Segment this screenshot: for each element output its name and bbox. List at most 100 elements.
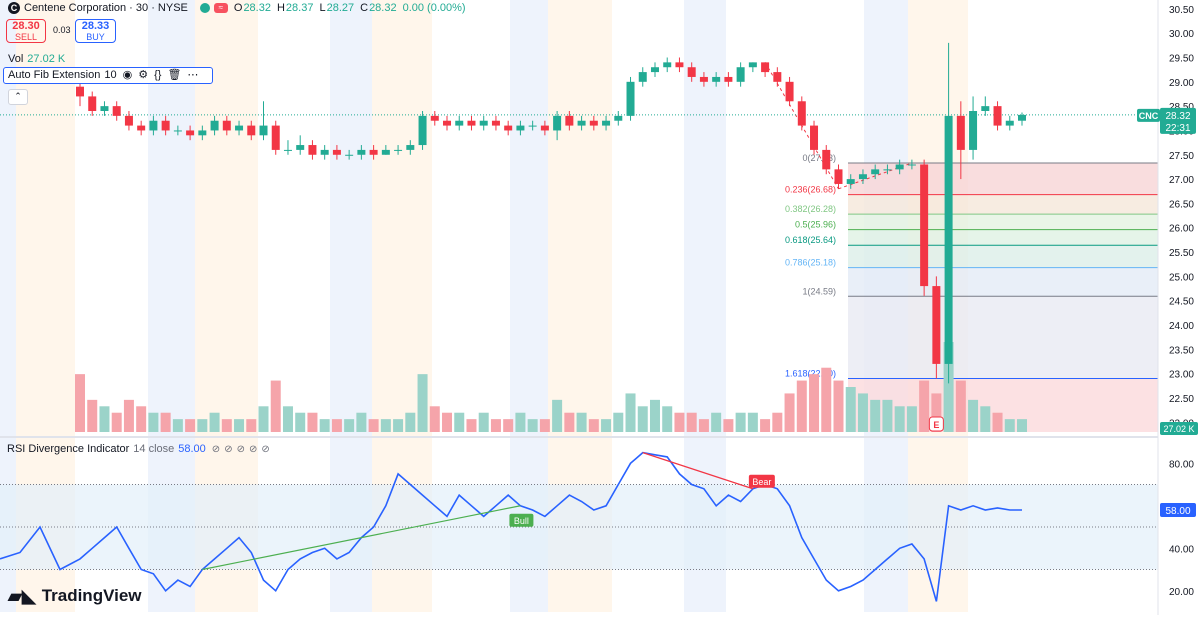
hidden-icon[interactable]: ⊘	[248, 443, 258, 455]
buy-button[interactable]: 28.33 BUY	[75, 19, 116, 43]
volume-bar	[662, 406, 673, 432]
candle-body	[614, 115, 623, 121]
candle-body	[76, 86, 84, 97]
volume-bar	[649, 399, 660, 432]
volume-bar	[221, 419, 232, 432]
volume-bar	[735, 412, 746, 432]
close-value: 28.32	[369, 2, 397, 14]
candle-body	[981, 106, 990, 111]
volume-bar	[539, 419, 550, 432]
volume-tag-label: 27.02 K	[1163, 424, 1194, 434]
hidden-icon[interactable]: ⊘	[224, 443, 233, 455]
fib-level-label: 0.786(25.18)	[785, 258, 836, 268]
candle-body	[320, 149, 329, 155]
candle-body	[797, 101, 806, 126]
volume-bar	[270, 380, 281, 432]
volume-bar	[454, 412, 465, 432]
rsi-value: 58.00	[178, 443, 206, 455]
hidden-icon[interactable]: ⊘	[261, 443, 270, 455]
volume-bar	[919, 380, 930, 432]
fib-indicator-legend[interactable]: Auto Fib Extension 10 ◉ ⚙ {} 🗑 ⋯	[3, 67, 213, 84]
fib-indicator-param: 10	[104, 69, 117, 81]
candle-body	[235, 125, 244, 131]
volume-bar	[295, 412, 306, 432]
bear-badge	[748, 474, 775, 488]
eye-icon[interactable]: ◉	[122, 69, 133, 81]
source-code-icon[interactable]: {}	[154, 69, 162, 81]
tradingview-logo[interactable]: ▰◣ TradingView	[8, 585, 142, 607]
volume-bar	[931, 393, 942, 432]
candle-body	[455, 120, 464, 126]
price-axis-label: 25.00	[1169, 272, 1194, 283]
rsi-line	[0, 451, 1022, 602]
price-axis-label: 24.00	[1169, 321, 1194, 332]
bear-divergence-line	[642, 452, 754, 490]
candle-body	[186, 130, 195, 136]
delete-icon[interactable]: 🗑	[167, 69, 182, 81]
volume-value: 27.02 K	[27, 53, 66, 65]
symbol-legend: C Centene Corporation · 30 · NYSE ≈ O 28.…	[8, 1, 472, 15]
volume-bar	[845, 387, 856, 432]
fib-zone	[848, 296, 1158, 379]
candle-body	[210, 120, 219, 131]
volume-bar	[234, 419, 245, 432]
volume-bar	[331, 419, 342, 432]
candle-body	[88, 96, 97, 111]
candle-body	[932, 286, 941, 364]
candle-body	[247, 125, 256, 136]
price-axis-label: 27.00	[1169, 175, 1194, 186]
candle-body	[773, 72, 782, 82]
symbol-tag	[1137, 108, 1160, 122]
hidden-icon[interactable]: ⊘	[236, 443, 245, 455]
earnings-label: E	[933, 420, 939, 430]
candle-body	[956, 115, 965, 150]
volume-bar	[1017, 419, 1027, 432]
high-value: 28.37	[285, 2, 314, 14]
tradingview-wordmark: TradingView	[41, 586, 142, 605]
high-label: H	[276, 2, 285, 14]
candle-body	[283, 149, 292, 151]
rsi-axis-label: 40.00	[1169, 544, 1194, 555]
volume-bar	[955, 380, 966, 432]
candle-body	[675, 62, 684, 68]
price-axis-label: 23.50	[1169, 345, 1194, 356]
more-icon[interactable]: ⋯	[187, 69, 199, 81]
volume-bar	[809, 374, 820, 432]
wave-icon[interactable]: ≈	[213, 3, 228, 13]
volume-bar	[209, 412, 220, 432]
candle-body	[871, 169, 880, 175]
rsi-legend: RSI Divergence Indicator 14 close 58.00 …	[7, 443, 274, 455]
sell-button[interactable]: 28.30 SELL	[6, 19, 46, 43]
settings-icon[interactable]: ⚙	[138, 69, 149, 81]
candle-body	[810, 125, 819, 150]
candle-body	[785, 81, 794, 102]
fib-zone	[848, 229, 1158, 246]
candle-body	[516, 125, 525, 131]
price-axis-label: 23.00	[1169, 370, 1194, 381]
collapse-legend-button[interactable]: ⌃	[8, 89, 28, 105]
price-axis-label: 28.50	[1169, 102, 1194, 113]
volume-bar	[760, 419, 771, 432]
candle-body	[858, 174, 867, 180]
volume-bar	[564, 412, 575, 432]
volume-bar	[405, 412, 416, 432]
symbol-title[interactable]: Centene Corporation · 30 · NYSE	[24, 2, 188, 14]
market-status-icon[interactable]	[199, 3, 210, 13]
candle-body	[993, 106, 1002, 126]
bull-label: Bull	[514, 516, 529, 526]
volume-bar	[307, 412, 318, 432]
symbol-tag-label: CNC	[1139, 111, 1159, 121]
candle-body	[895, 164, 904, 170]
bull-badge	[509, 513, 534, 527]
candle-body	[577, 120, 586, 126]
candle-body	[124, 115, 133, 126]
candle-body	[345, 154, 354, 156]
hidden-icon[interactable]: ⊘	[211, 443, 221, 455]
volume-tag	[1160, 422, 1198, 435]
earnings-badge	[928, 416, 944, 432]
candle-body	[1018, 114, 1026, 121]
candle-body	[540, 125, 549, 131]
fib-zone	[848, 163, 1158, 195]
